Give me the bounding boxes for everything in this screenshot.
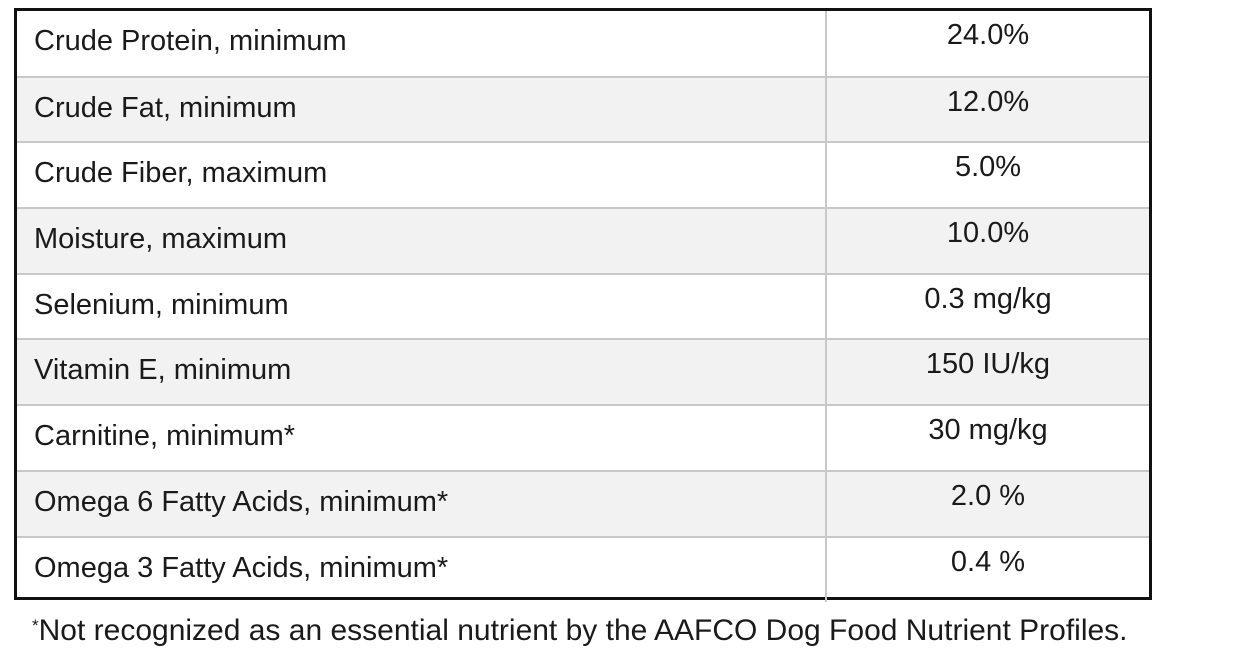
table-row: Omega 3 Fatty Acids, minimum* 0.4 % (17, 535, 1149, 603)
nutrient-amount: 0.4 % (826, 535, 1149, 603)
nutrient-amount: 150 IU/kg (826, 338, 1149, 406)
nutrient-amount: 10.0% (826, 207, 1149, 274)
table-row: Moisture, maximum 10.0% (17, 207, 1149, 274)
nutrient-name: Carnitine, minimum* (17, 404, 827, 471)
nutrient-name: Moisture, maximum (17, 207, 827, 274)
table-row: Crude Protein, minimum 24.0% (17, 11, 1149, 77)
nutrient-name: Crude Protein, minimum (17, 11, 827, 77)
table-row: Crude Fat, minimum 12.0% (17, 75, 1149, 143)
footnote-marker: * (32, 616, 39, 635)
nutrient-name: Vitamin E, minimum (17, 338, 827, 406)
nutrient-name: Omega 6 Fatty Acids, minimum* (17, 469, 827, 537)
guaranteed-analysis-table: Crude Protein, minimum 24.0% Crude Fat, … (14, 8, 1152, 603)
table-row: Crude Fiber, maximum 5.0% (17, 141, 1149, 209)
table-row: Omega 6 Fatty Acids, minimum* 2.0 % (17, 469, 1149, 537)
nutrient-name: Selenium, minimum (17, 272, 827, 340)
footnote-text: Not recognized as an essential nutrient … (38, 614, 1128, 647)
nutrient-amount: 30 mg/kg (826, 404, 1149, 471)
nutrient-name: Omega 3 Fatty Acids, minimum* (17, 535, 827, 603)
nutrient-amount: 2.0 % (826, 469, 1149, 537)
analysis-table: Crude Protein, minimum 24.0% Crude Fat, … (17, 11, 1149, 603)
nutrient-amount: 0.3 mg/kg (826, 272, 1149, 340)
nutrient-amount: 24.0% (946, 19, 1030, 51)
nutrient-name: Crude Fiber, maximum (17, 141, 827, 209)
nutrient-amount: 12.0% (826, 75, 1149, 143)
nutrient-amount: 5.0% (826, 141, 1149, 209)
table-row: Carnitine, minimum* 30 mg/kg (17, 404, 1149, 471)
table-row: Selenium, minimum 0.3 mg/kg (17, 272, 1149, 340)
nutrient-name: Crude Fat, minimum (17, 75, 827, 143)
footnote: *Not recognized as an essential nutrient… (32, 614, 1128, 648)
table-row: Vitamin E, minimum 150 IU/kg (17, 338, 1149, 406)
